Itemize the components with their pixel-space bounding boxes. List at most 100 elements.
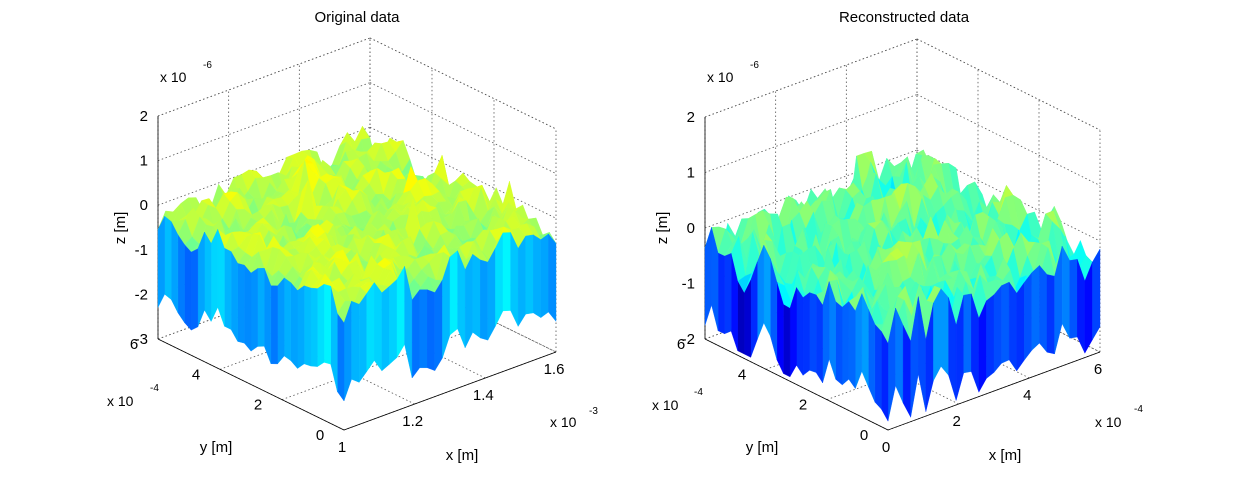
surface-front-edge [374, 281, 383, 372]
z-exponent-text: -6 [750, 60, 759, 71]
surface-side-edge [868, 309, 876, 403]
surface-side-edge [237, 263, 245, 344]
x-multiplier-text: x 10 [1095, 414, 1122, 430]
z-tick-label: -3 [135, 331, 148, 348]
surface-side-edge [317, 283, 325, 367]
y-axis-label: y [m] [200, 439, 233, 456]
surface-front-edge [940, 288, 949, 376]
surface-side-edge [250, 268, 258, 352]
surface-front-edge [411, 289, 420, 379]
surface-side-edge [796, 286, 804, 376]
surface-front-edge [427, 289, 436, 371]
z-tick-label: 1 [140, 153, 148, 170]
y-exponent-text: -4 [150, 383, 159, 394]
surface-side-edge [744, 279, 751, 358]
surface-front-edge [396, 265, 405, 359]
surface-side-edge [809, 292, 817, 373]
surface-side-edge [737, 281, 745, 355]
surface-side-edge [303, 285, 311, 367]
surface-side-edge [815, 294, 823, 384]
x-axis-label: x [m] [989, 447, 1022, 464]
surface-front-edge [1001, 281, 1010, 364]
surface-side-edge [717, 252, 725, 335]
surface-side-edge [191, 248, 199, 331]
z-tick-label: 2 [140, 108, 148, 125]
x-tick-label: 1.6 [544, 361, 565, 378]
surface-side-edge [297, 285, 305, 369]
x-tick-label: 6 [1094, 361, 1102, 378]
y-multiplier: x 10 -4 [652, 387, 703, 413]
surface-front-edge [510, 232, 519, 327]
surface-side-edge [157, 216, 165, 308]
wall-gridline [369, 82, 557, 174]
z-exponent-text: -6 [203, 60, 212, 71]
surface-front-edge [1039, 264, 1048, 353]
x-axis-label: x [m] [446, 447, 479, 464]
surface-side-edge [264, 268, 272, 364]
surface-side-edge [204, 231, 212, 323]
surface-side-edge [310, 287, 318, 367]
surface-side-edge [855, 293, 863, 389]
surface-front-edge [464, 254, 473, 348]
surface-front-edge [495, 232, 504, 327]
x-tick-label: 1.2 [402, 413, 423, 430]
z-multiplier: x 10 -6 [707, 60, 759, 85]
y-tick-label: 6 [130, 336, 138, 353]
z-tick-label: -1 [682, 276, 695, 293]
y-tick-label: 0 [316, 427, 324, 444]
y-axis-label: y [m] [746, 439, 779, 456]
x-multiplier: x 10 -3 [550, 406, 598, 430]
surface-front-edge [389, 278, 398, 365]
z-multiplier-text: x 10 [160, 69, 187, 85]
surface-front-edge [381, 285, 390, 372]
x-multiplier: x 10 -4 [1095, 404, 1143, 430]
surface-front-edge [540, 233, 549, 319]
x-exponent-text: -3 [589, 406, 598, 417]
surface-side-edge [277, 277, 285, 365]
y-tick-label: 0 [860, 427, 868, 444]
surface-front-edge [1008, 281, 1017, 372]
surface-side-edge [230, 250, 238, 343]
surface-front-edge [1046, 274, 1055, 355]
surface-plot [704, 149, 1101, 422]
surface-side-edge [197, 231, 205, 327]
surface-front-edge [986, 294, 995, 379]
surface-front-edge [449, 250, 458, 336]
surface-front-edge [472, 253, 481, 339]
surface-front-edge [533, 234, 542, 319]
surface-front-edge [1092, 248, 1101, 341]
surface-front-edge [358, 292, 367, 383]
z-tick-label: -2 [682, 331, 695, 348]
y-multiplier-text: x 10 [107, 393, 134, 409]
surface-front-edge [1069, 259, 1078, 339]
surface-front-edge [1031, 264, 1040, 351]
surface-front-edge [487, 247, 496, 341]
surface-front-edge [1024, 271, 1033, 361]
y-axis-line [157, 338, 345, 431]
y-tick-label: 2 [799, 397, 807, 414]
z-multiplier-text: x 10 [707, 69, 734, 85]
surface-side-edge [724, 253, 732, 335]
z-multiplier: x 10 -6 [160, 60, 212, 85]
wall-gridline [157, 126, 371, 206]
surface-front-edge [993, 285, 1002, 373]
surface-side-edge [177, 234, 185, 324]
y-tick-label: 2 [254, 397, 262, 414]
surface-plot [157, 125, 557, 402]
surface-side-edge [323, 284, 331, 365]
x-tick-label: 4 [1023, 387, 1031, 404]
surface-side-edge [164, 215, 172, 301]
plot-title: Original data [314, 9, 400, 26]
y-axis-line [704, 338, 889, 431]
x-tick-label: 0 [882, 439, 890, 456]
y-tick-label: 4 [738, 366, 746, 383]
surface-front-edge [419, 289, 428, 369]
y-exponent-text: -4 [694, 387, 703, 398]
surface-side-edge [284, 277, 292, 362]
surface-side-edge [881, 330, 889, 422]
surface-front-edge [963, 293, 972, 374]
z-tick-label: 2 [687, 109, 695, 126]
